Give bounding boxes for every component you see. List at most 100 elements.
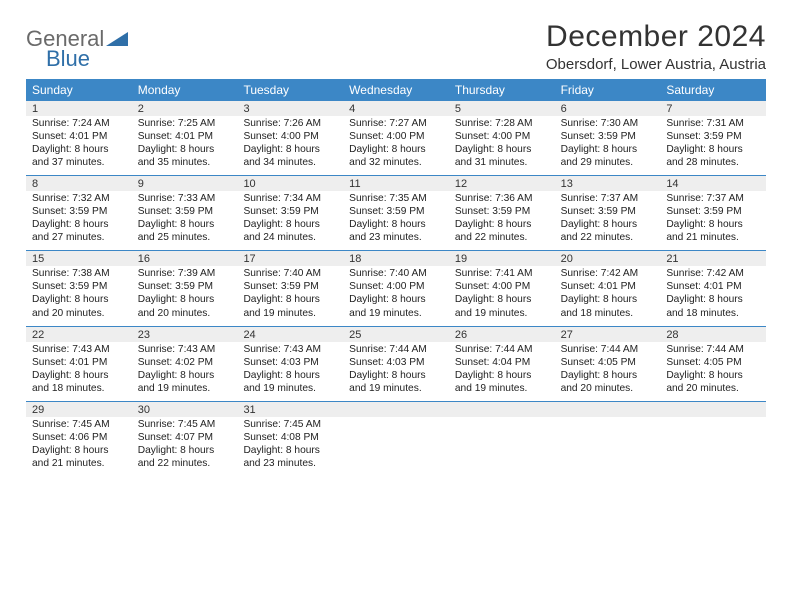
daylight-line: Daylight: 8 hours and 22 minutes. [561,218,655,244]
month-title: December 2024 [546,20,766,54]
sunrise-line: Sunrise: 7:43 AM [243,343,337,356]
day-number: 19 [449,251,555,266]
daylight-line: Daylight: 8 hours and 25 minutes. [138,218,232,244]
day-number: 22 [26,327,132,342]
day-number: 23 [132,327,238,342]
day-number: 18 [343,251,449,266]
daylight-line: Daylight: 8 hours and 19 minutes. [243,369,337,395]
sunrise-line: Sunrise: 7:45 AM [138,418,232,431]
day-cell: Sunrise: 7:45 AMSunset: 4:07 PMDaylight:… [132,417,238,476]
sunset-line: Sunset: 3:59 PM [349,205,443,218]
daylight-line: Daylight: 8 hours and 18 minutes. [666,293,760,319]
day-cell: Sunrise: 7:43 AMSunset: 4:02 PMDaylight:… [132,342,238,401]
day-number: 28 [660,327,766,342]
day-cell: Sunrise: 7:43 AMSunset: 4:01 PMDaylight:… [26,342,132,401]
day-cell: Sunrise: 7:27 AMSunset: 4:00 PMDaylight:… [343,116,449,175]
sunrise-line: Sunrise: 7:37 AM [561,192,655,205]
sunrise-line: Sunrise: 7:38 AM [32,267,126,280]
sunrise-line: Sunrise: 7:43 AM [138,343,232,356]
day-body-row: Sunrise: 7:45 AMSunset: 4:06 PMDaylight:… [26,417,766,476]
day-header: Monday [132,79,238,100]
day-number [660,402,766,417]
day-number: 1 [26,101,132,116]
logo-text: General Blue [26,26,128,72]
day-header: Thursday [449,79,555,100]
daylight-line: Daylight: 8 hours and 22 minutes. [455,218,549,244]
sunrise-line: Sunrise: 7:35 AM [349,192,443,205]
day-number: 10 [237,176,343,191]
calendar-week: 293031 Sunrise: 7:45 AMSunset: 4:06 PMDay… [26,401,766,476]
sunrise-line: Sunrise: 7:36 AM [455,192,549,205]
sunrise-line: Sunrise: 7:44 AM [666,343,760,356]
daylight-line: Daylight: 8 hours and 28 minutes. [666,143,760,169]
day-cell: Sunrise: 7:44 AMSunset: 4:05 PMDaylight:… [555,342,661,401]
calendar-page: General Blue December 2024 Obersdorf, Lo… [0,0,792,486]
sunset-line: Sunset: 3:59 PM [561,205,655,218]
daylight-line: Daylight: 8 hours and 23 minutes. [243,444,337,470]
day-cell: Sunrise: 7:37 AMSunset: 3:59 PMDaylight:… [660,191,766,250]
daylight-line: Daylight: 8 hours and 18 minutes. [561,293,655,319]
calendar-week: 15161718192021Sunrise: 7:38 AMSunset: 3:… [26,250,766,325]
sunrise-line: Sunrise: 7:25 AM [138,117,232,130]
day-header: Tuesday [237,79,343,100]
day-number: 30 [132,402,238,417]
sunrise-line: Sunrise: 7:42 AM [666,267,760,280]
sunset-line: Sunset: 4:01 PM [666,280,760,293]
daylight-line: Daylight: 8 hours and 27 minutes. [32,218,126,244]
daylight-line: Daylight: 8 hours and 21 minutes. [666,218,760,244]
sunset-line: Sunset: 3:59 PM [666,205,760,218]
day-cell: Sunrise: 7:44 AMSunset: 4:04 PMDaylight:… [449,342,555,401]
day-number: 29 [26,402,132,417]
day-cell: Sunrise: 7:42 AMSunset: 4:01 PMDaylight:… [660,266,766,325]
daylight-line: Daylight: 8 hours and 19 minutes. [349,293,443,319]
sunset-line: Sunset: 3:59 PM [666,130,760,143]
sunrise-line: Sunrise: 7:45 AM [243,418,337,431]
sunrise-line: Sunrise: 7:44 AM [561,343,655,356]
day-number: 12 [449,176,555,191]
sunrise-line: Sunrise: 7:39 AM [138,267,232,280]
day-number [555,402,661,417]
day-cell [660,417,766,476]
day-cell: Sunrise: 7:37 AMSunset: 3:59 PMDaylight:… [555,191,661,250]
sunrise-line: Sunrise: 7:40 AM [349,267,443,280]
sunset-line: Sunset: 4:07 PM [138,431,232,444]
day-number: 26 [449,327,555,342]
day-number: 6 [555,101,661,116]
sunset-line: Sunset: 4:04 PM [455,356,549,369]
day-body-row: Sunrise: 7:24 AMSunset: 4:01 PMDaylight:… [26,116,766,175]
sunset-line: Sunset: 3:59 PM [243,205,337,218]
day-cell: Sunrise: 7:34 AMSunset: 3:59 PMDaylight:… [237,191,343,250]
day-header: Wednesday [343,79,449,100]
sunrise-line: Sunrise: 7:31 AM [666,117,760,130]
day-cell: Sunrise: 7:35 AMSunset: 3:59 PMDaylight:… [343,191,449,250]
day-number: 31 [237,402,343,417]
day-number: 9 [132,176,238,191]
day-cell: Sunrise: 7:32 AMSunset: 3:59 PMDaylight:… [26,191,132,250]
sunset-line: Sunset: 3:59 PM [455,205,549,218]
day-header-row: SundayMondayTuesdayWednesdayThursdayFrid… [26,79,766,100]
day-cell: Sunrise: 7:43 AMSunset: 4:03 PMDaylight:… [237,342,343,401]
day-number: 17 [237,251,343,266]
day-cell: Sunrise: 7:36 AMSunset: 3:59 PMDaylight:… [449,191,555,250]
day-cell [343,417,449,476]
day-number: 7 [660,101,766,116]
sunset-line: Sunset: 4:02 PM [138,356,232,369]
sunrise-line: Sunrise: 7:33 AM [138,192,232,205]
sunset-line: Sunset: 3:59 PM [138,205,232,218]
daylight-line: Daylight: 8 hours and 31 minutes. [455,143,549,169]
sunrise-line: Sunrise: 7:27 AM [349,117,443,130]
day-number: 15 [26,251,132,266]
sunset-line: Sunset: 3:59 PM [32,280,126,293]
day-number: 11 [343,176,449,191]
day-number-row: 891011121314 [26,176,766,191]
day-cell: Sunrise: 7:31 AMSunset: 3:59 PMDaylight:… [660,116,766,175]
calendar-week: 891011121314Sunrise: 7:32 AMSunset: 3:59… [26,175,766,250]
day-cell: Sunrise: 7:45 AMSunset: 4:06 PMDaylight:… [26,417,132,476]
calendar-week: 22232425262728Sunrise: 7:43 AMSunset: 4:… [26,326,766,401]
sunset-line: Sunset: 4:01 PM [32,356,126,369]
day-cell [449,417,555,476]
day-number: 24 [237,327,343,342]
day-number-row: 22232425262728 [26,327,766,342]
sunrise-line: Sunrise: 7:45 AM [32,418,126,431]
daylight-line: Daylight: 8 hours and 29 minutes. [561,143,655,169]
